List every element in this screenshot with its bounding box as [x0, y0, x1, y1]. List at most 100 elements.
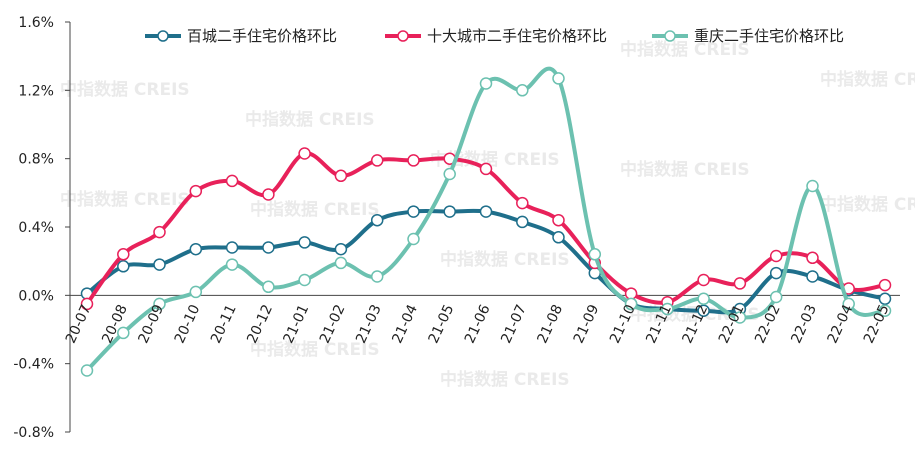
legend-swatch-marker — [157, 30, 169, 42]
x-tick-label: 20-08 — [99, 302, 131, 346]
data-point — [479, 205, 493, 218]
data-point — [298, 273, 311, 287]
x-tick-label: 22-05 — [861, 302, 893, 346]
data-point — [407, 232, 420, 246]
data-point — [80, 364, 94, 377]
watermark-text: 中指数据 CREIS — [250, 199, 380, 220]
data-point — [407, 154, 420, 167]
x-tick-label: 20-11 — [208, 302, 240, 346]
y-tick-label: 0.0% — [18, 288, 54, 304]
watermark-text: 中指数据 CREIS — [430, 149, 560, 170]
data-point — [298, 236, 311, 249]
data-point — [370, 154, 384, 167]
x-tick-labels: 20-07 20-08 20-09 20-10 20-11 20-12 21-01 21-02… — [63, 302, 893, 346]
data-point — [262, 241, 275, 254]
data-point — [262, 280, 275, 294]
data-point — [370, 213, 384, 227]
data-point — [153, 297, 166, 311]
data-point — [334, 256, 348, 270]
x-tick-label: 21-03 — [353, 302, 385, 346]
x-tick-label: 20-10 — [172, 302, 204, 346]
data-point — [225, 174, 239, 188]
data-point — [225, 241, 239, 254]
data-point — [189, 285, 203, 299]
data-point — [806, 251, 819, 265]
x-tick-label: 21-08 — [534, 302, 566, 346]
watermark-text: 中指数据 CREIS — [440, 369, 570, 390]
data-point — [588, 248, 602, 261]
watermark-text: 中指数据 CREIS — [245, 109, 375, 130]
data-point — [769, 249, 783, 263]
legend-swatch-marker — [397, 30, 409, 42]
x-tick-label: 21-09 — [571, 302, 603, 346]
series-layer — [80, 66, 892, 377]
data-point — [516, 215, 529, 229]
watermark-text: 中指数据 CREIS — [820, 194, 915, 215]
y-tick-label: 0.8% — [18, 152, 54, 168]
data-point — [153, 258, 166, 271]
watermark-text: 中指数据 CREIS — [820, 69, 915, 90]
data-point — [769, 290, 783, 304]
y-tick-label: 1.6% — [18, 15, 54, 31]
data-point — [153, 225, 166, 239]
watermark-text: 中指数据 CREIS — [440, 249, 570, 270]
y-tick-label: -0.8% — [13, 425, 54, 441]
data-point — [117, 326, 130, 340]
data-point — [443, 205, 456, 218]
data-point — [697, 292, 710, 306]
data-point — [806, 179, 819, 193]
data-point — [552, 213, 565, 227]
axes: -0.8% -0.4% 0.0% 0.4% 0.8% 1.2% 1.6% — [13, 15, 900, 441]
data-point — [189, 184, 203, 198]
y-tick-label: 0.4% — [18, 220, 54, 236]
data-point — [334, 169, 348, 183]
data-point — [878, 292, 892, 306]
data-point — [80, 297, 94, 311]
y-tick-label: 1.2% — [18, 83, 54, 99]
watermark-layer: 中指数据 CREIS 中指数据 CREIS 中指数据 CREIS 中指数据 CREIS… — [60, 39, 915, 390]
data-point — [479, 77, 493, 90]
data-point — [806, 270, 819, 283]
legend-label: 百城二手住宅价格环比 — [187, 27, 337, 45]
data-point — [733, 277, 747, 290]
watermark-text: 中指数据 CREIS — [60, 189, 190, 210]
data-point — [661, 302, 674, 316]
data-point — [262, 188, 275, 201]
data-point — [624, 287, 638, 300]
x-tick-label: 22-03 — [788, 302, 820, 346]
x-tick-label: 21-07 — [498, 302, 530, 346]
data-point — [117, 260, 130, 273]
x-tick-label: 20-07 — [63, 302, 95, 346]
data-point — [552, 72, 565, 85]
legend: 百城二手住宅价格环比 十大城市二手住宅价格环比 重庆二手住宅价格环比 — [145, 27, 844, 45]
x-tick-label: 22-04 — [825, 302, 857, 346]
data-point — [189, 242, 203, 256]
data-point — [407, 205, 420, 218]
data-point — [552, 231, 565, 244]
x-tick-label: 21-04 — [389, 302, 421, 346]
data-point — [878, 278, 892, 292]
data-point — [117, 248, 130, 261]
watermark-text: 中指数据 CREIS — [620, 159, 750, 180]
data-point — [225, 258, 239, 271]
data-point — [697, 304, 710, 317]
watermark-text: 中指数据 CREIS — [250, 339, 380, 360]
watermark-text: 中指数据 CREIS — [60, 79, 190, 100]
x-tick-label: 21-06 — [462, 302, 494, 346]
data-point — [334, 242, 348, 256]
y-tick-label: -0.4% — [13, 357, 54, 373]
data-point — [479, 162, 493, 176]
legend-label: 重庆二手住宅价格环比 — [694, 27, 844, 45]
x-tick-label: 21-05 — [426, 302, 458, 346]
data-point — [769, 266, 783, 280]
data-point — [443, 167, 456, 181]
data-point — [733, 311, 747, 324]
data-point — [298, 147, 311, 160]
legend-label: 十大城市二手住宅价格环比 — [427, 27, 607, 45]
x-tick-label: 20-09 — [135, 302, 167, 346]
legend-swatch-marker — [664, 30, 676, 42]
data-point — [842, 297, 855, 311]
data-point — [370, 270, 384, 283]
